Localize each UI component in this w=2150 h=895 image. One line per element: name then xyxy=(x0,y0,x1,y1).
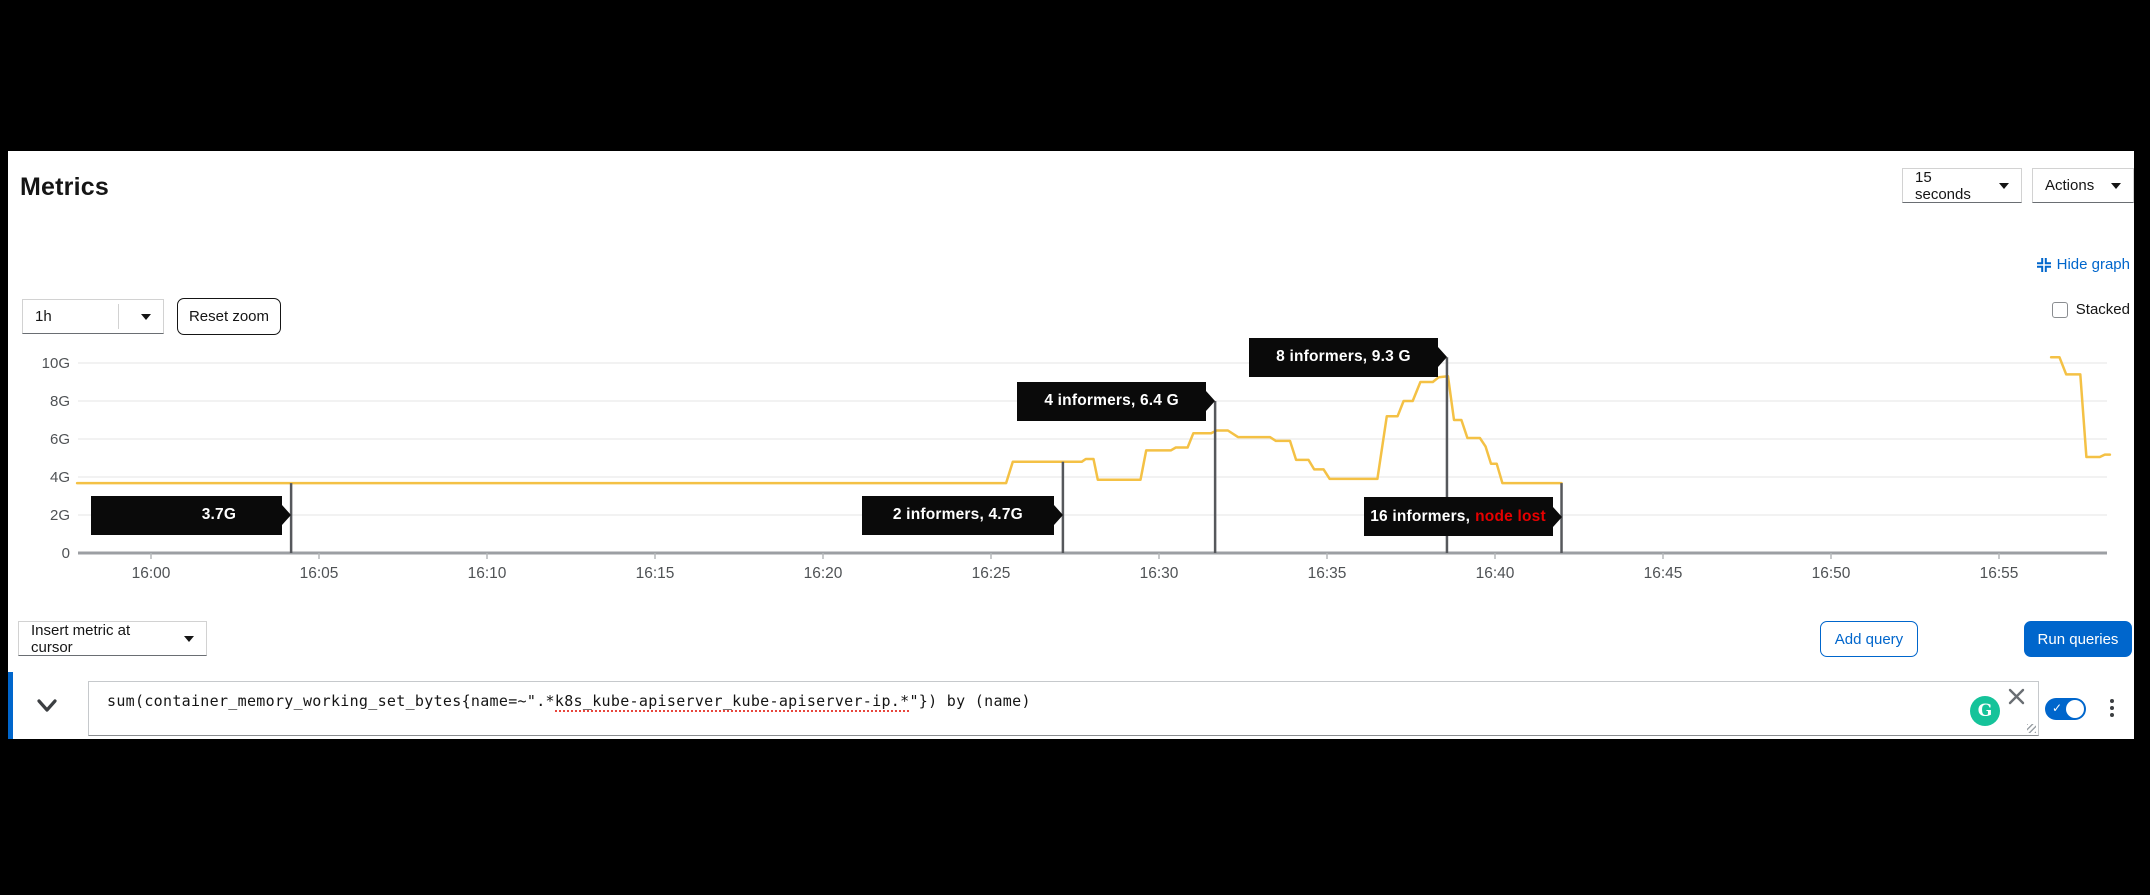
refresh-interval-select[interactable]: 15 seconds xyxy=(1902,168,2022,203)
x-tick-label: 16:10 xyxy=(468,565,507,582)
query-enabled-toggle[interactable]: ✓ xyxy=(2045,698,2086,720)
memory-usage-chart: 0 2G 4G 6G 8G 10G 16:00 16:05 16:10 16:15 16:20 16:… xyxy=(8,331,2134,593)
query-text: "}) by (name) xyxy=(909,692,1031,710)
x-tick-label: 16:45 xyxy=(1644,565,1683,582)
collapse-query-chevron-icon[interactable] xyxy=(36,698,58,718)
x-tick-label: 16:55 xyxy=(1980,565,2019,582)
hide-graph-label: Hide graph xyxy=(2056,256,2130,273)
compress-icon xyxy=(2036,257,2051,272)
x-tick-label: 16:05 xyxy=(300,565,339,582)
stacked-label: Stacked xyxy=(2075,301,2130,318)
close-query-icon[interactable] xyxy=(2007,687,2026,711)
x-tick-label: 16:30 xyxy=(1140,565,1179,582)
chart-annotation: 8 informers, 9.3 G xyxy=(1248,337,1438,377)
chart-series-path xyxy=(2049,356,2112,459)
insert-metric-select[interactable]: Insert metric at cursor xyxy=(18,621,207,656)
run-queries-button[interactable]: Run queries xyxy=(2024,621,2132,657)
hide-graph-link[interactable]: Hide graph xyxy=(2036,256,2130,273)
query-text: sum(container_memory_working_set_bytes{n… xyxy=(107,692,555,710)
chart-annotation: 16 informers, node lost xyxy=(1363,497,1553,537)
query-text-flagged: k8s_kube-apiserver_kube-apiserver-ip.* xyxy=(554,692,910,712)
stacked-control: Stacked xyxy=(2051,301,2130,318)
add-query-button[interactable]: Add query xyxy=(1820,621,1918,657)
x-tick-label: 16:40 xyxy=(1476,565,1515,582)
y-tick-label: 4G xyxy=(50,469,70,486)
x-tick-label: 16:20 xyxy=(804,565,843,582)
caret-down-icon xyxy=(184,635,194,642)
query-row: sum(container_memory_working_set_bytes{n… xyxy=(8,672,2134,739)
reset-zoom-button[interactable]: Reset zoom xyxy=(177,298,281,335)
insert-metric-value: Insert metric at cursor xyxy=(31,621,131,656)
x-tick-label: 16:15 xyxy=(636,565,675,582)
chart-series-path xyxy=(75,375,1563,485)
caret-down-icon xyxy=(141,313,151,320)
page-title: Metrics xyxy=(20,173,109,201)
x-tick-label: 16:25 xyxy=(972,565,1011,582)
check-icon: ✓ xyxy=(2052,701,2063,715)
refresh-interval-value: 15 seconds xyxy=(1915,168,1971,203)
y-tick-label: 8G xyxy=(50,393,70,410)
chart-annotation: 2 informers, 4.7G xyxy=(861,495,1054,535)
grammarly-icon[interactable]: G xyxy=(1970,696,2000,726)
metrics-page: Metrics 15 seconds Actions Hide graph 1h… xyxy=(8,151,2134,739)
y-tick-label: 6G xyxy=(50,431,70,448)
y-tick-label: 2G xyxy=(50,507,70,524)
chart-annotation: 4 informers, 6.4 G xyxy=(1017,381,1207,421)
query-kebab-menu[interactable] xyxy=(2104,691,2120,725)
caret-down-icon xyxy=(1999,182,2009,189)
chart-annotation: 3.7G xyxy=(91,495,283,535)
caret-down-icon xyxy=(2111,182,2121,189)
y-tick-label: 10G xyxy=(42,355,70,372)
query-accent-bar xyxy=(8,672,13,739)
x-tick-label: 16:35 xyxy=(1308,565,1347,582)
x-tick-label: 16:50 xyxy=(1812,565,1851,582)
duration-select[interactable]: 1h xyxy=(22,299,164,334)
duration-value: 1h xyxy=(35,308,52,325)
stacked-checkbox[interactable] xyxy=(2051,301,2068,318)
actions-select[interactable]: Actions xyxy=(2032,168,2134,203)
memory-chart-svg[interactable]: 0 2G 4G 6G 8G 10G 16:00 16:05 16:10 16:15 16:20 16:… xyxy=(8,331,2134,593)
y-tick-label: 0 xyxy=(62,545,70,562)
actions-value: Actions xyxy=(2045,177,2095,194)
textarea-resize-handle[interactable] xyxy=(2027,724,2036,733)
promql-query-input[interactable]: sum(container_memory_working_set_bytes{n… xyxy=(88,681,2039,736)
x-tick-label: 16:00 xyxy=(132,565,171,582)
toggle-knob xyxy=(2066,700,2084,718)
select-divider xyxy=(118,304,119,329)
